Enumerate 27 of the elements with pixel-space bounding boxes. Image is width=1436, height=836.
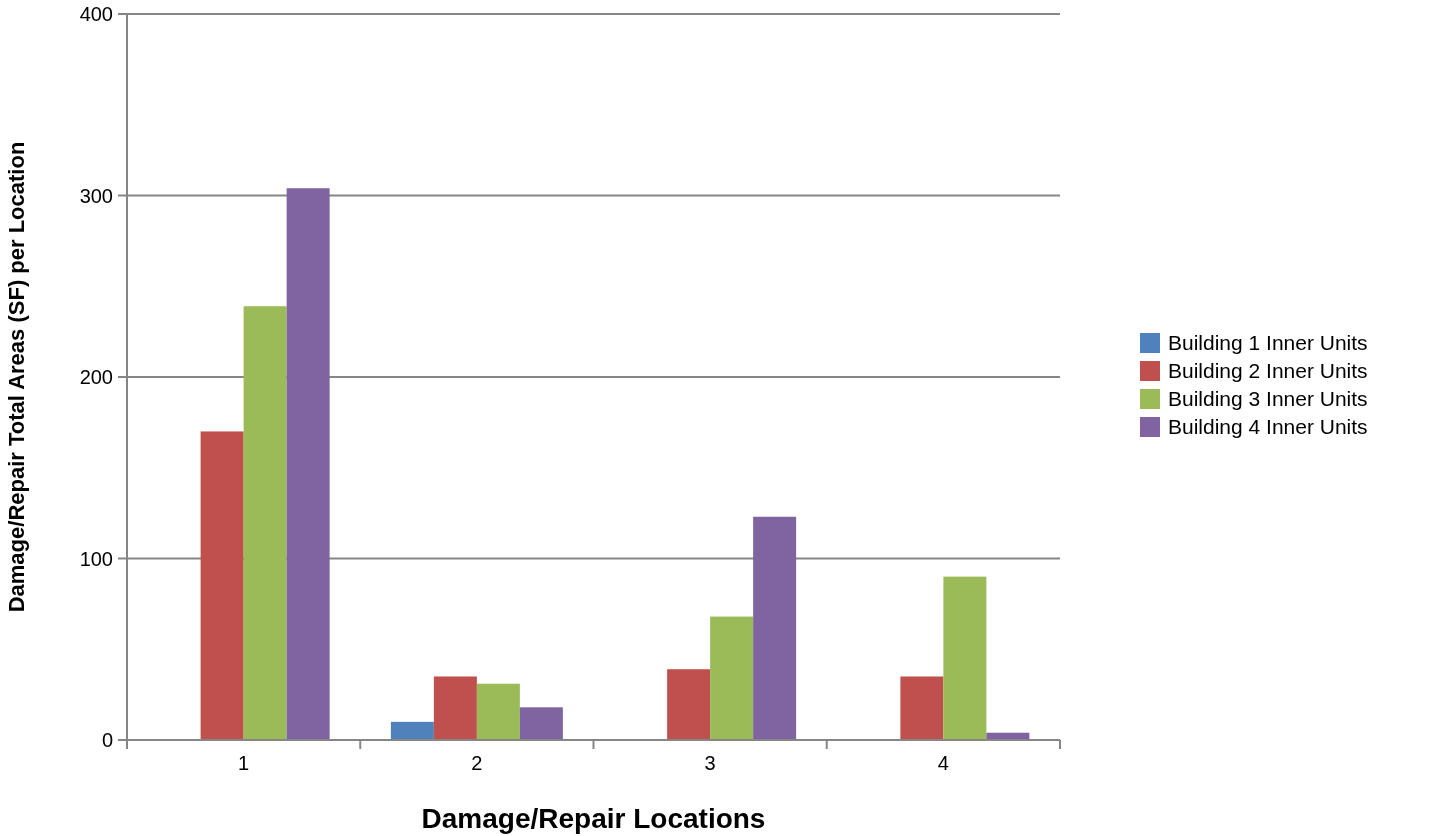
x-tick-label: 2: [471, 752, 483, 774]
legend-label: Building 1 Inner Units: [1168, 331, 1368, 355]
x-tick-label: 4: [937, 752, 949, 774]
x-axis-title: Damage/Repair Locations: [421, 803, 766, 834]
bar: [943, 576, 987, 740]
legend-label: Building 4 Inner Units: [1168, 415, 1368, 439]
bar: [243, 306, 287, 740]
bar: [286, 188, 330, 740]
x-tick-label: 1: [238, 752, 250, 774]
bar: [753, 516, 797, 740]
bar: [390, 721, 434, 740]
y-tick-label: 400: [79, 3, 113, 25]
y-tick-label: 300: [79, 184, 113, 207]
x-tick-label: 3: [704, 752, 716, 774]
y-tick-label: 200: [79, 366, 113, 388]
y-axis-title: Damage/Repair Total Areas (SF) per Location: [4, 141, 29, 613]
bar: [476, 683, 520, 740]
legend-label: Building 3 Inner Units: [1168, 387, 1368, 411]
bar: [519, 707, 563, 740]
bar: [433, 676, 477, 740]
legend-label: Building 2 Inner Units: [1168, 359, 1368, 383]
bar: [667, 669, 711, 740]
y-tick-label: 100: [79, 547, 113, 570]
y-tick-label: 0: [101, 729, 113, 751]
bar: [710, 616, 754, 740]
bar: [900, 676, 944, 740]
bar: [200, 431, 244, 740]
